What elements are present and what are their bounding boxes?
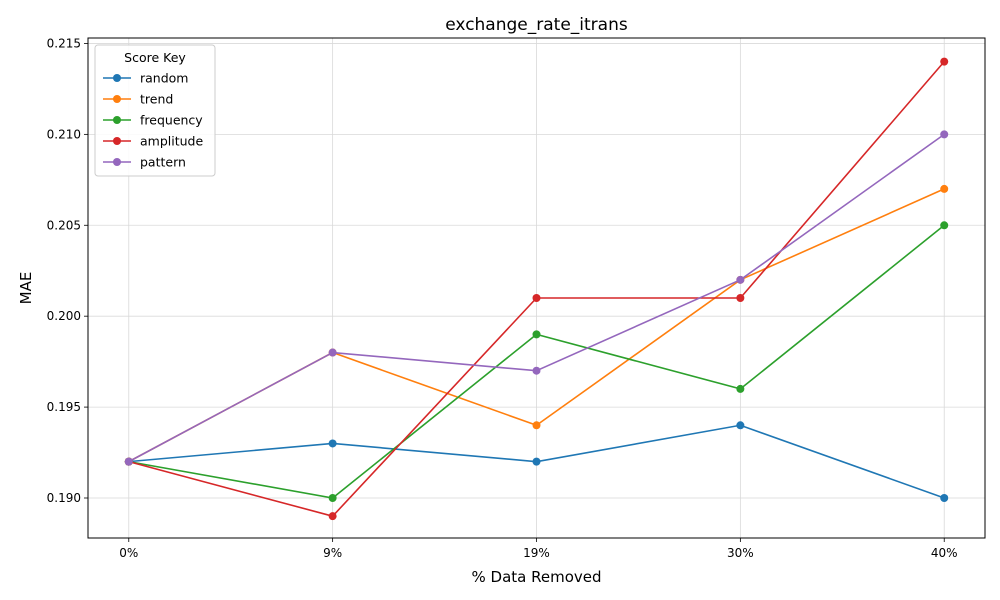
y-tick-label: 0.195 bbox=[47, 400, 81, 414]
x-tick-label: 19% bbox=[523, 546, 550, 560]
legend-swatch-marker bbox=[113, 95, 121, 103]
data-point bbox=[532, 294, 541, 302]
y-tick-label: 0.200 bbox=[47, 309, 81, 323]
legend-item-random: random bbox=[103, 71, 188, 86]
data-point bbox=[736, 421, 745, 430]
data-point bbox=[328, 512, 337, 521]
data-point bbox=[940, 221, 949, 230]
legend-swatch-marker bbox=[113, 137, 121, 145]
data-point bbox=[532, 421, 541, 430]
x-tick-label: 40% bbox=[931, 546, 958, 560]
data-point bbox=[532, 366, 541, 375]
x-tick-label: 9% bbox=[323, 546, 342, 560]
data-point bbox=[328, 494, 337, 502]
data-point bbox=[940, 57, 949, 66]
y-tick-label: 0.190 bbox=[47, 491, 81, 505]
legend-swatch-marker bbox=[113, 74, 121, 82]
legend-swatch-marker bbox=[113, 116, 121, 124]
legend-item-pattern: pattern bbox=[103, 155, 186, 170]
grid bbox=[88, 38, 985, 538]
y-tick-label: 0.210 bbox=[47, 127, 81, 141]
y-tick-label: 0.215 bbox=[47, 36, 81, 50]
x-tick-label: 30% bbox=[727, 546, 754, 560]
legend-item-frequency: frequency bbox=[103, 113, 203, 128]
data-point bbox=[532, 457, 541, 466]
data-point bbox=[736, 384, 745, 393]
chart-title: exchange_rate_itrans bbox=[445, 15, 628, 35]
data-point bbox=[124, 457, 133, 466]
y-axis-title: MAE bbox=[17, 272, 35, 305]
legend-item-amplitude: amplitude bbox=[103, 134, 203, 149]
series-lines bbox=[124, 57, 949, 521]
data-point bbox=[736, 275, 745, 284]
y-tick-label: 0.205 bbox=[47, 218, 81, 232]
x-tick-label: 0% bbox=[119, 546, 138, 560]
data-point bbox=[736, 294, 745, 302]
axis-ticks: 0% 9% 19% 30% 40% 0.190 0.195 0.200 0.205 0.210 0.… bbox=[47, 36, 958, 560]
data-point bbox=[328, 348, 337, 357]
legend-item-trend: trend bbox=[103, 92, 173, 107]
data-point bbox=[940, 130, 949, 139]
legend-swatch-marker bbox=[113, 158, 121, 166]
data-point bbox=[940, 184, 949, 193]
legend-label: pattern bbox=[140, 155, 186, 170]
data-point bbox=[940, 494, 949, 502]
x-axis-title: % Data Removed bbox=[472, 568, 602, 586]
data-point bbox=[328, 439, 337, 448]
legend-label: amplitude bbox=[140, 134, 203, 149]
legend-label: random bbox=[140, 71, 188, 86]
legend: Score Key random trend frequency amplitude pa… bbox=[94, 44, 216, 177]
data-point bbox=[532, 330, 541, 339]
legend-label: trend bbox=[140, 92, 173, 107]
series-pattern bbox=[124, 130, 949, 466]
legend-label: frequency bbox=[140, 113, 203, 128]
legend-title: Score Key bbox=[124, 50, 186, 65]
